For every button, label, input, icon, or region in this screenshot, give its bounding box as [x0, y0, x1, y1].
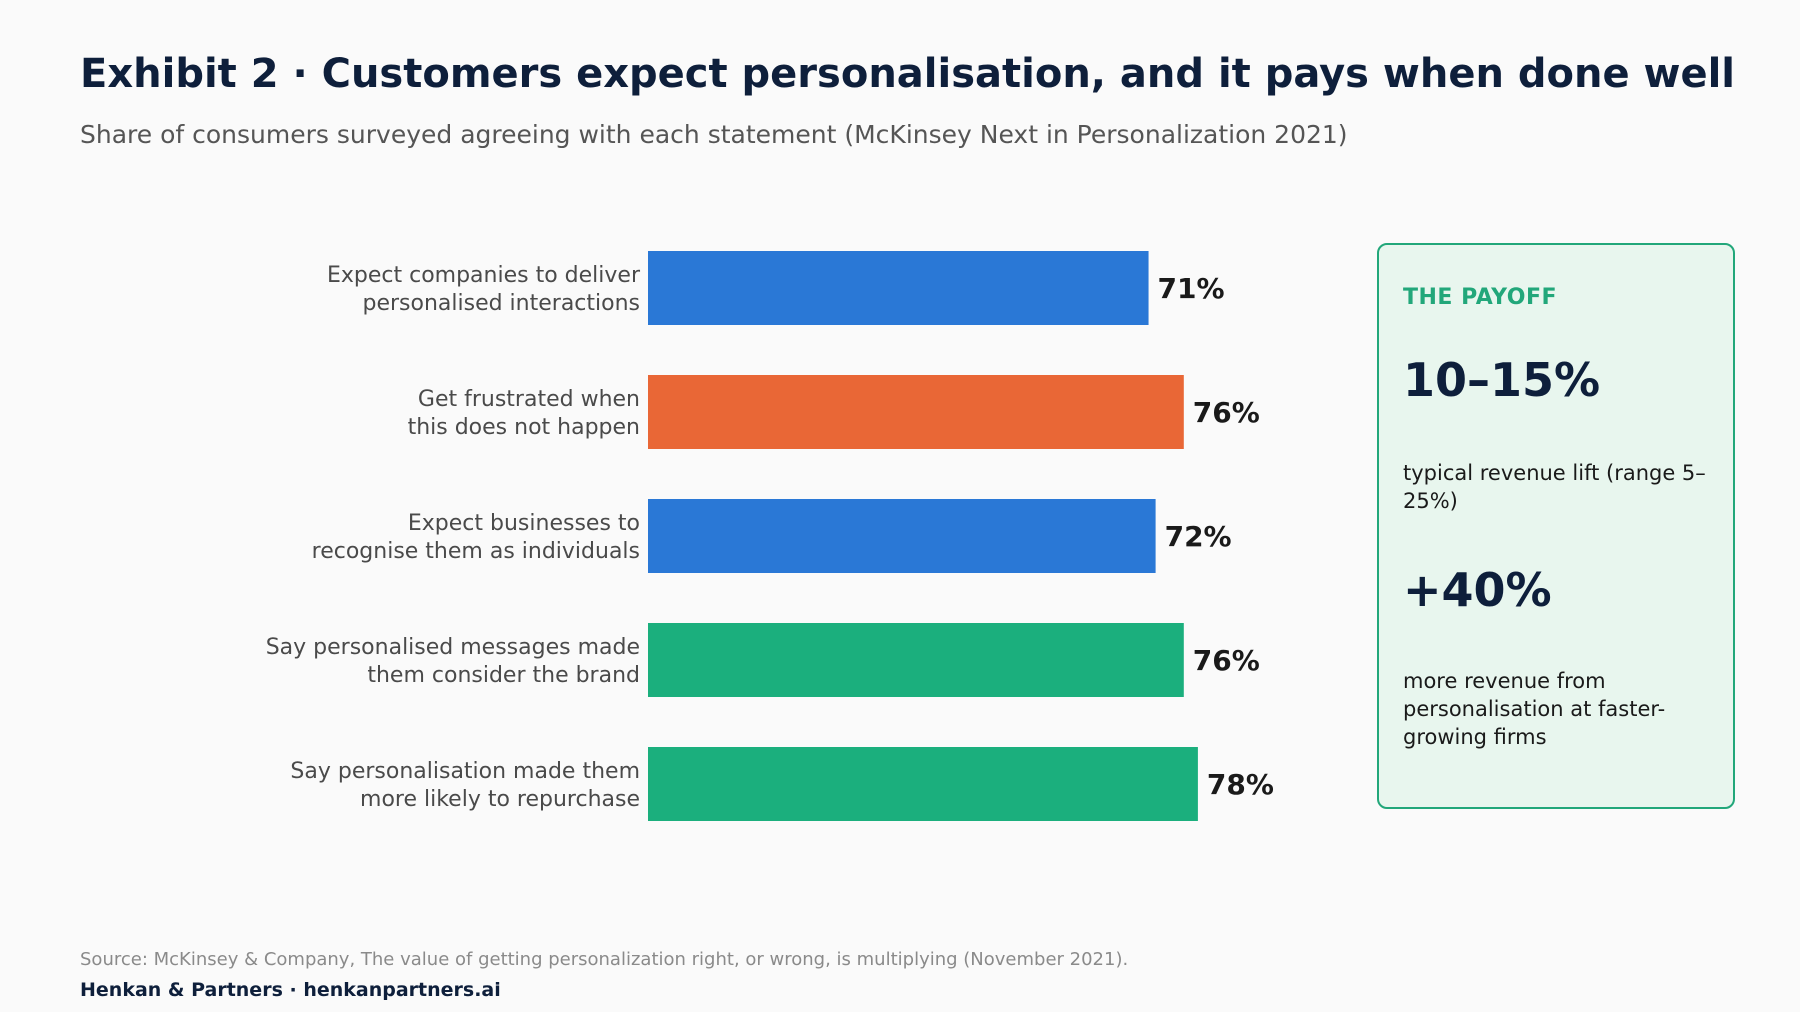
category-label-2: Get frustrated when this does not happen [408, 387, 640, 440]
bar-1 [648, 251, 1149, 325]
category-label-line: Expect businesses to [408, 511, 640, 536]
payoff-heading: THE PAYOFF [1403, 285, 1558, 310]
payoff-stat-more-revenue-text: more revenue from personalisation at fas… [1403, 669, 1666, 749]
category-label-3: Expect businesses to recognise them as in… [312, 511, 640, 564]
footer-brand: Henkan & Partners · henkanpartners.ai [80, 979, 501, 1001]
payoff-stat-revenue-lift: 10–15% [1403, 353, 1601, 407]
bar-chart: 71% Expect companies to deliver personalis… [266, 251, 1274, 821]
category-label-4: Say personalised messages made them consi… [266, 635, 640, 688]
bar-3 [648, 499, 1156, 573]
payoff-stat-revenue-lift-text: typical revenue lift (range 5–25%) [1403, 461, 1706, 513]
value-label-1: 71% [1158, 272, 1225, 305]
category-label-line: Expect companies to deliver [327, 263, 641, 288]
category-label-5: Say personalisation made them more likely… [290, 759, 640, 812]
chart-subtitle: Share of consumers surveyed agreeing wit… [80, 120, 1348, 149]
category-label-line: Say personalised messages made [266, 635, 640, 660]
value-label-5: 78% [1207, 768, 1274, 801]
category-label-line: more likely to repurchase [360, 787, 640, 812]
payoff-panel: THE PAYOFF 10–15% typical revenue lift (… [1377, 243, 1735, 809]
category-label-line: recognise them as individuals [312, 539, 640, 564]
category-label-line: Get frustrated when [418, 387, 640, 412]
category-label-line: Say personalisation made them [290, 759, 640, 784]
bar-5 [648, 747, 1198, 821]
category-label-1: Expect companies to deliver personalised … [327, 263, 641, 316]
value-label-2: 76% [1193, 396, 1260, 429]
bar-4 [648, 623, 1184, 697]
category-label-line: this does not happen [408, 415, 640, 440]
bar-2 [648, 375, 1184, 449]
category-label-line: them consider the brand [367, 663, 640, 688]
bars-group [648, 251, 1198, 821]
source-note: Source: McKinsey & Company, The value of… [80, 949, 1129, 970]
value-label-3: 72% [1165, 520, 1232, 553]
labels-group: 71% Expect companies to deliver personalis… [266, 263, 1274, 812]
value-label-4: 76% [1193, 644, 1260, 677]
chart-title: Exhibit 2 · Customers expect personalisa… [80, 51, 1736, 97]
category-label-line: personalised interactions [362, 291, 640, 316]
payoff-stat-more-revenue: +40% [1403, 563, 1552, 617]
